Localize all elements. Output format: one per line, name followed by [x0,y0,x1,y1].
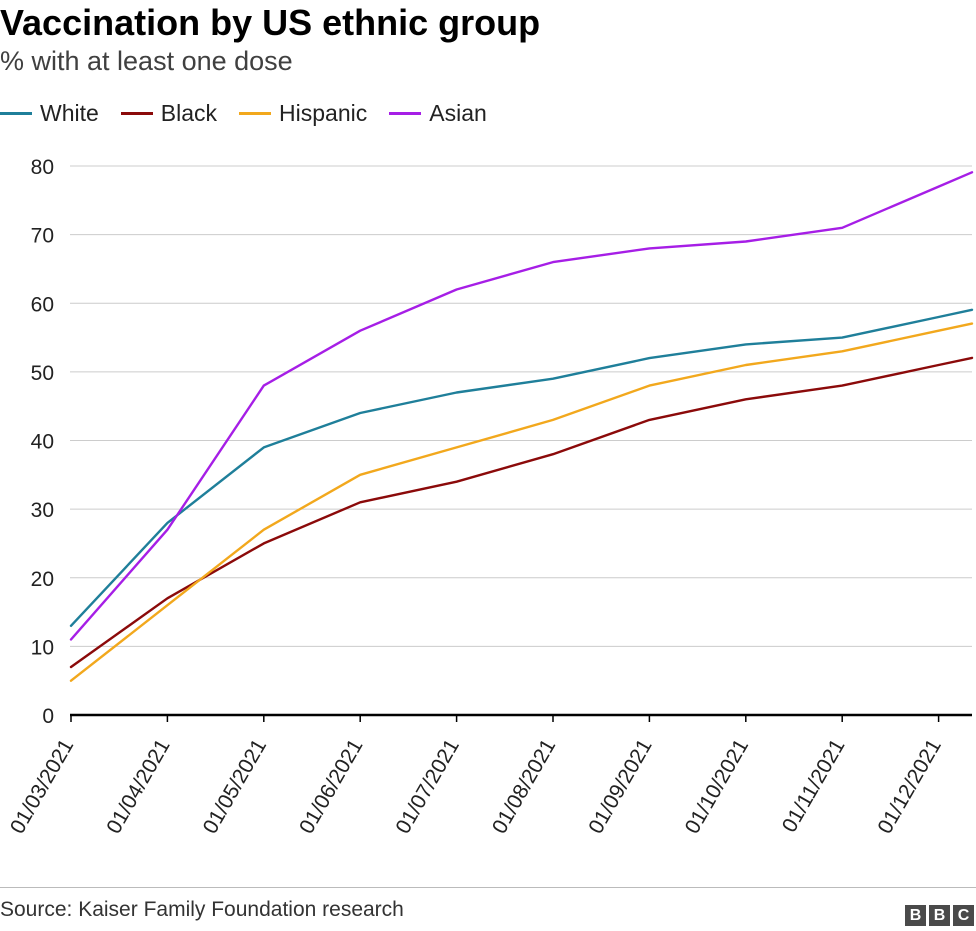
x-tick-label: 01/09/2021 [584,735,656,838]
legend-swatch-asian [389,112,422,115]
y-axis-ticks: 0 10 20 30 40 50 60 70 80 [31,156,54,728]
x-tick-label: 01/08/2021 [488,735,560,838]
bbc-logo-letter: C [953,905,974,926]
y-tick-label: 50 [31,362,54,385]
series-line-white [69,308,974,627]
bbc-logo-letter: B [929,905,950,926]
x-tick-label: 01/10/2021 [681,735,753,838]
chart-title: Vaccination by US ethnic group [0,2,541,43]
legend-label-hispanic: Hispanic [279,100,368,126]
legend-swatch-white [0,112,32,115]
chart-legend: White Black Hispanic Asian [0,100,509,127]
grid-layer [70,165,972,647]
x-tick-label: 01/04/2021 [102,735,174,838]
y-tick-label: 20 [31,568,54,591]
legend-swatch-hispanic [239,112,272,115]
bbc-logo-letter: B [905,905,926,926]
y-tick-label: 80 [31,156,54,179]
legend-item-asian: Asian [389,100,487,127]
y-tick-label: 0 [42,705,54,728]
source-note: Source: Kaiser Family Foundation researc… [0,898,404,921]
x-tick-label: 01/12/2021 [873,735,945,838]
y-tick-label: 40 [31,431,54,454]
series-line-black [69,356,974,669]
series-line-hispanic [69,322,974,682]
chart-subtitle: % with at least one dose [0,46,293,76]
x-tick-label: 01/07/2021 [391,735,463,838]
y-tick-label: 10 [31,636,54,659]
series-line-asian [69,171,974,641]
x-tick-label: 01/11/2021 [778,735,850,836]
x-axis-ticks: 01/03/2021 01/04/2021 01/05/2021 01/06/2021… [6,715,946,838]
y-tick-label: 60 [31,293,54,316]
series-layer [69,171,974,717]
legend-label-black: Black [160,100,218,126]
bbc-logo: B B C [902,905,974,926]
y-tick-label: 70 [31,225,54,248]
legend-label-white: White [40,100,99,126]
x-tick-label: 01/03/2021 [6,735,78,838]
legend-swatch-black [120,112,153,115]
legend-item-black: Black [120,100,218,127]
y-tick-label: 30 [31,499,54,522]
legend-label-asian: Asian [429,100,487,126]
legend-item-white: White [0,100,99,127]
x-tick-label: 01/06/2021 [295,735,367,838]
legend-item-hispanic: Hispanic [239,100,367,127]
footer-divider [0,887,976,888]
x-tick-label: 01/05/2021 [199,735,271,838]
